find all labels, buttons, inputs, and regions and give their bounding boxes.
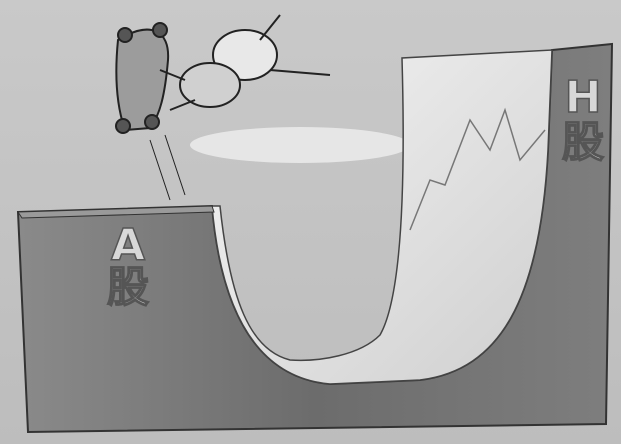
left-letter: A xyxy=(111,220,145,271)
left-char: 股 xyxy=(107,263,149,312)
right-letter: H xyxy=(565,72,602,123)
cloud xyxy=(190,127,410,163)
skater xyxy=(115,14,331,201)
price-line xyxy=(409,107,546,231)
u-ramp-surface xyxy=(211,49,553,385)
left-top xyxy=(17,205,215,219)
right-char: 股 xyxy=(562,118,604,167)
